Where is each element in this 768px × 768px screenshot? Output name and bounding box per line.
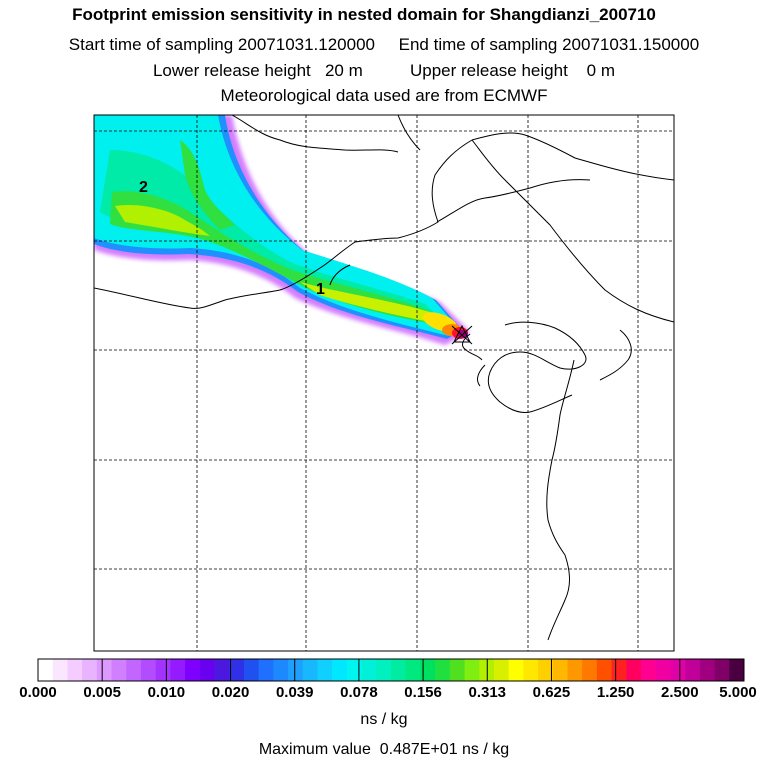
position-label-1: 1 [316,281,325,298]
colorbar-cell [567,659,583,681]
sampling-time-line: Start time of sampling 20071031.120000 E… [68,35,700,54]
colorbar-cell [641,659,657,681]
colorbar-cell [170,659,186,681]
colorbar-dividers [101,659,681,681]
colorbar-cell [538,659,554,681]
colorbar-tick-label: 0.625 [532,684,571,701]
colorbar-tick-label: 0.020 [211,684,250,701]
colorbar-cells [38,659,745,681]
colorbar-tick-label: 0.156 [404,684,442,701]
colorbar-cell [405,659,421,681]
colorbar-cell [449,659,466,681]
colorbar-cell [655,659,671,681]
colorbar-cell [670,659,686,681]
colorbar-cell [199,659,215,681]
colorbar-cell [38,659,54,681]
colorbar-cell [332,659,348,681]
colorbar-cell [508,659,524,681]
colorbar-cell [52,659,68,681]
meteorological-data-line: Meteorological data used are from ECMWF [220,86,548,105]
colorbar-cell [140,659,157,681]
colorbar-cell [82,659,98,681]
colorbar-cell [435,659,451,681]
colorbar-cell [361,659,377,681]
colorbar-cell [258,659,274,681]
colorbar-cell [523,659,539,681]
receptor-marker-icon [451,324,473,345]
colorbar-cell [273,659,289,681]
colorbar-cell [288,659,304,681]
colorbar-tick-label: 0.005 [83,684,121,701]
colorbar-cell [626,659,642,681]
colorbar-cell [229,659,245,681]
colorbar-cell [376,659,392,681]
colorbar-cell [596,659,613,681]
colorbar-cell [464,659,480,681]
colorbar-cell [302,659,318,681]
coastlines [94,115,674,641]
position-label-2: 2 [139,179,148,196]
colorbar-cell [67,659,83,681]
colorbar-cell [582,659,598,681]
colorbar-cell [155,659,171,681]
colorbar-tick-label: 5.000 [719,684,757,701]
colorbar-cell [111,659,127,681]
map-frame [93,114,675,652]
graticule [94,115,674,651]
colorbar-cell [729,659,745,681]
colorbar-cell [420,659,436,681]
colorbar-frame [37,658,745,682]
colorbar-cell [552,659,568,681]
colorbar-cell [185,659,201,681]
release-height-line: Lower release height 20 m Upper release … [152,61,616,80]
colorbar-cell [699,659,716,681]
colorbar-cell [317,659,333,681]
colorbar-cell [714,659,730,681]
colorbar-tick-label: 0.313 [468,684,507,701]
colorbar-cell [493,659,510,681]
colorbar-tick-label: 0.039 [275,684,314,701]
colorbar-units: ns / kg [360,711,408,728]
maximum-value-label: Maximum value 0.487E+01 ns / kg [258,741,510,758]
colorbar-cell [214,659,230,681]
colorbar-tick-label: 0.010 [147,684,186,701]
colorbar-cell [243,659,260,681]
colorbar-cell [96,659,113,681]
colorbar-cell [346,659,363,681]
colorbar-tick-label: 2.500 [661,684,699,701]
colorbar-tick-label: 1.250 [596,684,635,701]
colorbar-cell [611,659,627,681]
map-title: Footprint emission sensitivity in nested… [72,5,656,24]
footprint-plume [94,115,470,345]
colorbar-tick-label: 0.000 [19,684,57,701]
colorbar-tick-label: 0.078 [340,684,378,701]
colorbar-cell [126,659,142,681]
colorbar-cell [685,659,701,681]
colorbar-cell [391,659,407,681]
